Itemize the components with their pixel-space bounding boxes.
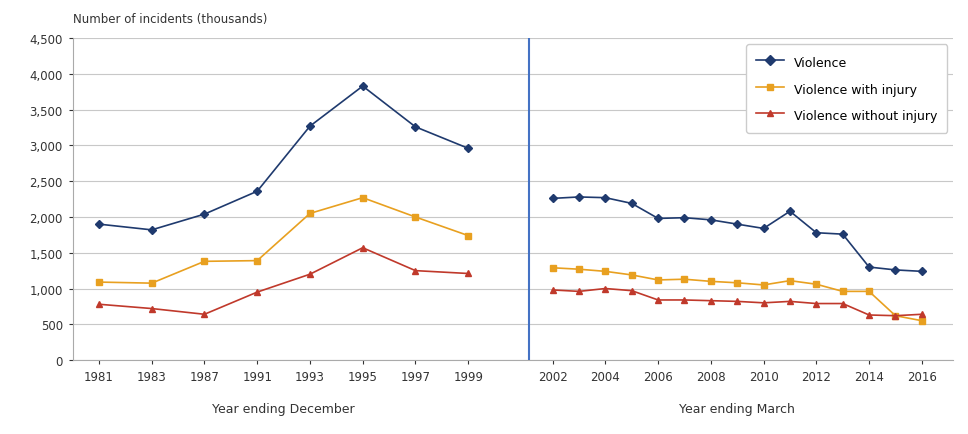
Text: Year ending December: Year ending December <box>212 402 355 415</box>
Text: Number of incidents (thousands): Number of incidents (thousands) <box>73 13 267 26</box>
Legend: Violence, Violence with injury, Violence without injury: Violence, Violence with injury, Violence… <box>746 45 948 133</box>
Text: Year ending March: Year ending March <box>680 402 795 415</box>
